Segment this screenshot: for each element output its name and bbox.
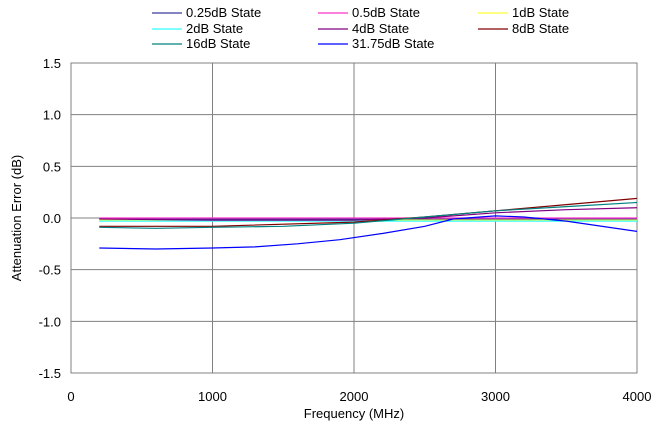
- x-tick-label: 3000: [481, 389, 510, 404]
- series-line-7: [99, 201, 638, 229]
- y-axis-label: Attenuation Error (dB): [9, 155, 24, 281]
- series-line-5: [99, 207, 638, 221]
- x-tick-label: 0: [67, 389, 74, 404]
- legend: 0.25dB State 0.5dB State 1dB State 2dB Stat…: [152, 5, 569, 51]
- y-tick-label: 0.0: [43, 211, 61, 226]
- legend-entry: 4dB State: [318, 21, 409, 36]
- legend-entry: 31.75dB State: [318, 36, 434, 51]
- y-tick-label: 1.0: [43, 108, 61, 123]
- legend-entry: 16dB State: [152, 36, 250, 51]
- legend-label: 0.5dB State: [352, 5, 420, 20]
- legend-label: 1dB State: [512, 5, 569, 20]
- x-axis-label: Frequency (MHz): [304, 406, 404, 421]
- legend-entry: 0.25dB State: [152, 5, 261, 20]
- series-layer: [99, 197, 638, 250]
- legend-label: 4dB State: [352, 21, 409, 36]
- x-tick-labels: 0 1000 2000 3000 4000: [67, 389, 651, 404]
- y-tick-label: -1.0: [39, 314, 61, 329]
- legend-entry: 0.5dB State: [318, 5, 420, 20]
- y-tick-label: 1.5: [43, 56, 61, 71]
- y-tick-labels: -1.5 -1.0 -0.5 0.0 0.5 1.0 1.5: [39, 56, 61, 381]
- x-tick-label: 4000: [623, 389, 652, 404]
- x-tick-label: 1000: [198, 389, 227, 404]
- legend-label: 16dB State: [186, 36, 250, 51]
- legend-entry: 2dB State: [152, 21, 243, 36]
- x-tick-label: 2000: [340, 389, 369, 404]
- legend-label: 0.25dB State: [186, 5, 261, 20]
- series-line-8: [99, 215, 638, 250]
- legend-label: 31.75dB State: [352, 36, 434, 51]
- y-tick-label: -0.5: [39, 263, 61, 278]
- legend-label: 2dB State: [186, 21, 243, 36]
- legend-entry: 8dB State: [478, 21, 569, 36]
- y-tick-label: 0.5: [43, 159, 61, 174]
- legend-label: 8dB State: [512, 21, 569, 36]
- legend-entry: 1dB State: [478, 5, 569, 20]
- y-tick-label: -1.5: [39, 366, 61, 381]
